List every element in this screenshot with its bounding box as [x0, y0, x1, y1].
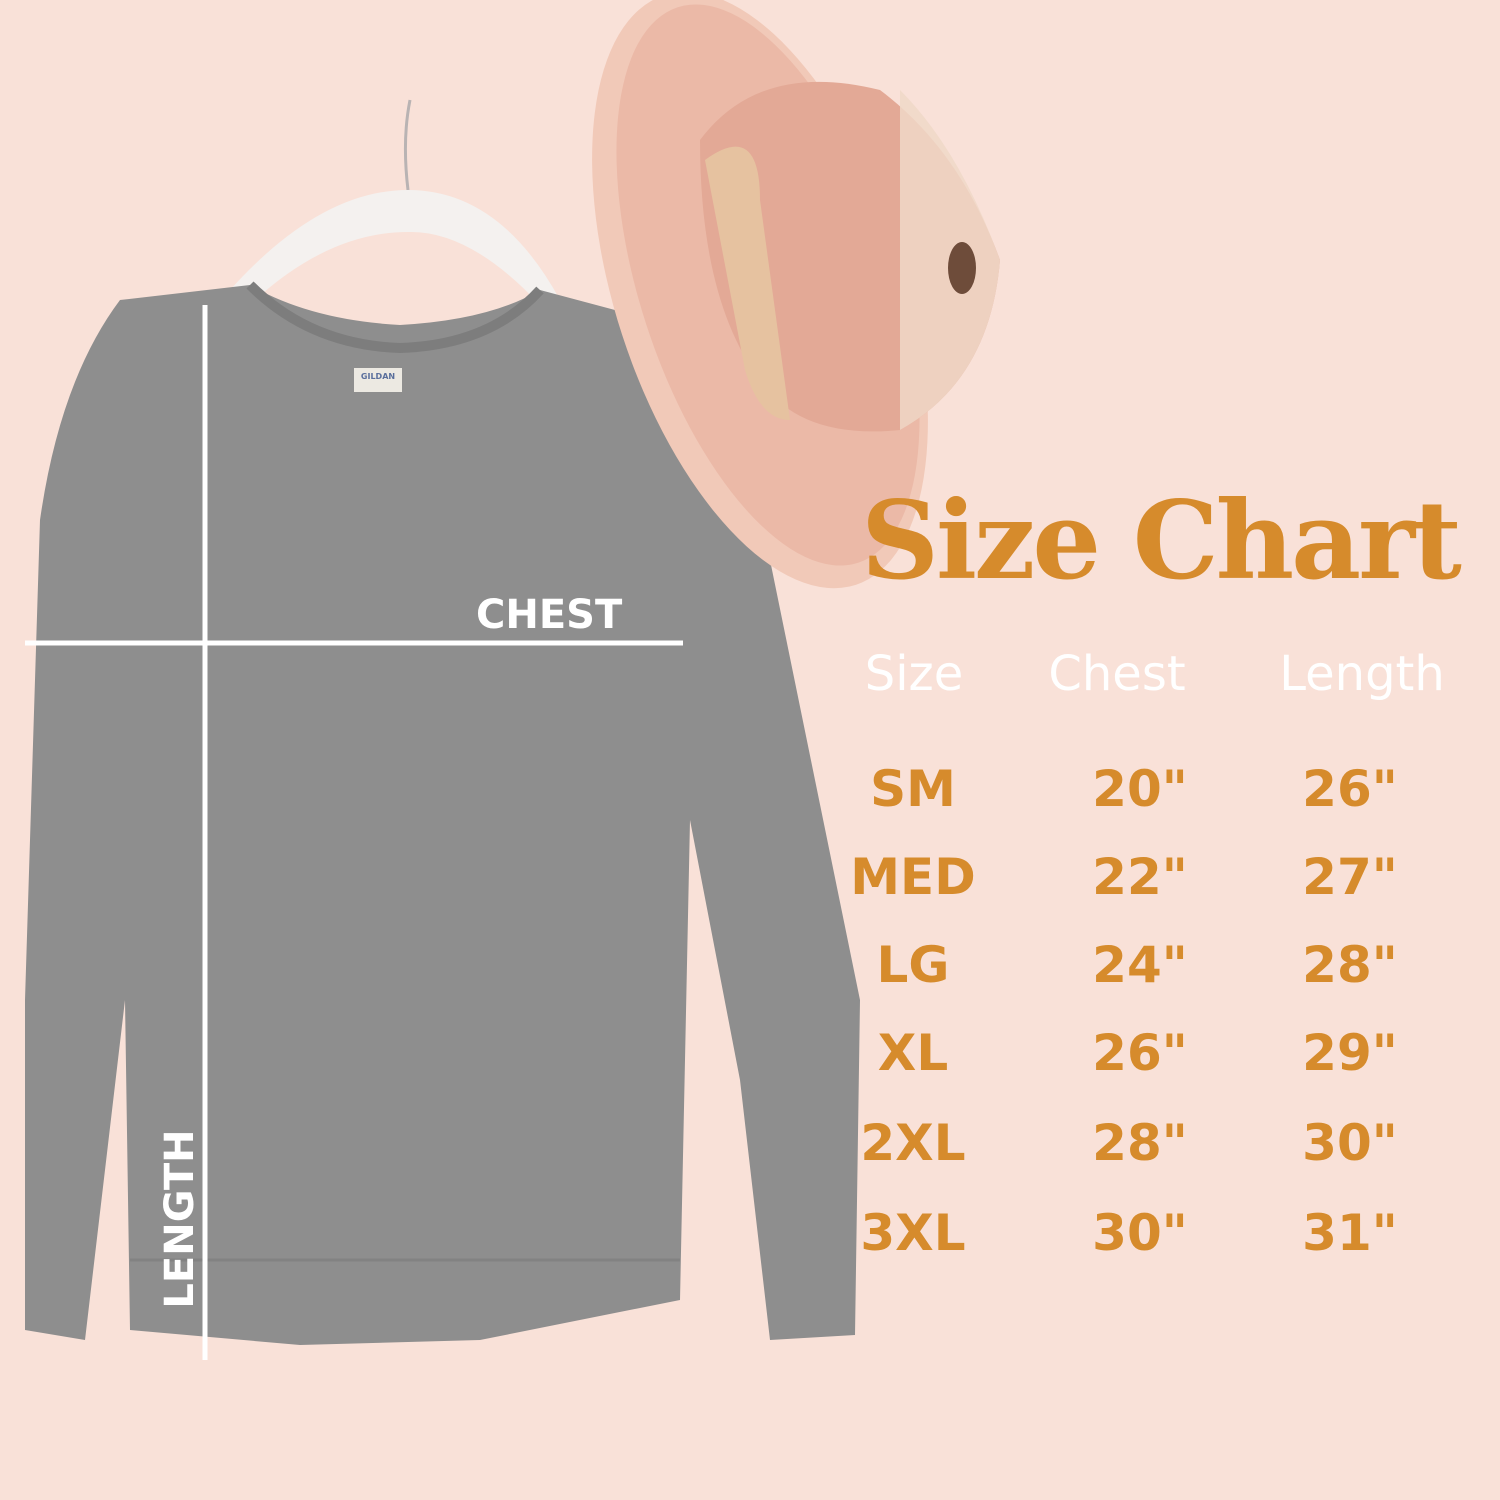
hat: [592, 0, 1000, 589]
cell-chest: 22": [1092, 848, 1188, 906]
garment-brand-tag: GILDAN: [354, 368, 402, 392]
cell-chest: 20": [1092, 760, 1188, 818]
cell-size: MED: [850, 848, 976, 906]
page-title: Size Chart: [861, 478, 1462, 604]
cell-length: 28": [1302, 936, 1398, 994]
chest-label: CHEST: [476, 592, 623, 638]
cell-size: LG: [876, 936, 950, 994]
cell-chest: 28": [1092, 1114, 1188, 1172]
cell-length: 31": [1302, 1204, 1398, 1262]
cell-size: XL: [877, 1024, 949, 1082]
header-chest: Chest: [1048, 646, 1186, 702]
sweatshirt: [25, 281, 860, 1345]
length-label: LENGTH: [157, 1129, 203, 1309]
cell-size: SM: [870, 760, 956, 818]
cell-chest: 26": [1092, 1024, 1188, 1082]
cell-length: 26": [1302, 760, 1398, 818]
cell-chest: 30": [1092, 1204, 1188, 1262]
cell-size: 3XL: [860, 1204, 966, 1262]
header-size: Size: [864, 646, 964, 702]
hanger: [230, 99, 560, 305]
header-length: Length: [1279, 646, 1445, 702]
cell-length: 27": [1302, 848, 1398, 906]
cell-size: 2XL: [860, 1114, 966, 1172]
cell-length: 30": [1302, 1114, 1398, 1172]
cell-length: 29": [1302, 1024, 1398, 1082]
cell-chest: 24": [1092, 936, 1188, 994]
